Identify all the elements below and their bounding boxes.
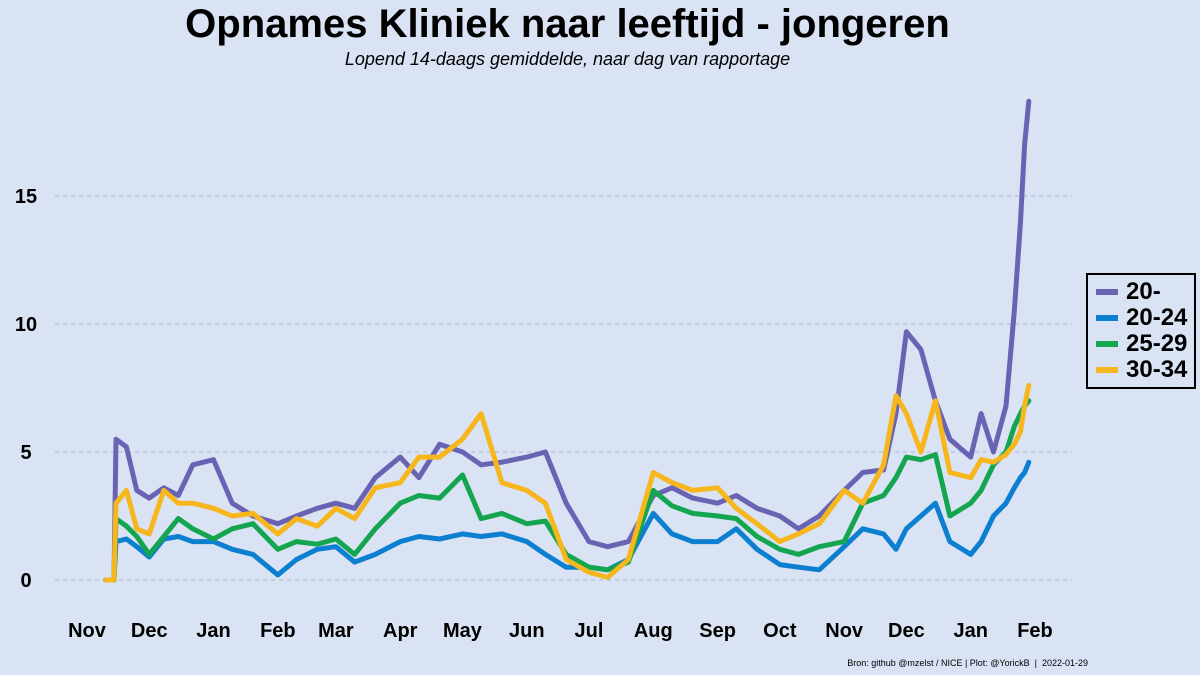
x-tick-label: Dec	[131, 620, 168, 642]
legend-item-series-4: 30-34	[1096, 357, 1188, 383]
y-tick-label: 10	[15, 314, 37, 336]
legend-swatch	[1096, 315, 1118, 321]
legend-label: 30-34	[1126, 356, 1188, 383]
series-line-3	[103, 398, 1032, 583]
x-tick-label: Feb	[260, 620, 296, 642]
legend-item-series-1: 20-	[1096, 279, 1188, 305]
x-tick-label: Jul	[575, 620, 604, 642]
y-tick-label: 5	[20, 442, 31, 464]
series-line-4	[103, 382, 1032, 583]
x-tick-label: May	[443, 620, 483, 642]
legend-swatch	[1096, 341, 1118, 347]
legend-swatch	[1096, 367, 1118, 373]
legend-label: 25-29	[1126, 330, 1188, 357]
x-tick-label: Nov	[68, 620, 107, 642]
chart-title: Opnames Kliniek naar leeftijd - jongeren	[185, 2, 950, 46]
y-tick-label: 15	[15, 186, 37, 208]
y-tick-labels: 0 5 10 15	[15, 186, 37, 592]
grid-lines	[55, 195, 1072, 581]
chart-subtitle: Lopend 14-daags gemiddelde, naar dag van…	[344, 49, 791, 69]
series-lines	[103, 98, 1032, 583]
x-tick-label: Feb	[1017, 620, 1053, 642]
x-tick-labels: Nov Dec Jan Feb Mar Apr May Jun Jul Aug Sep Oct Nov D…	[68, 620, 1053, 642]
series-line-1	[103, 98, 1032, 583]
x-tick-label: Nov	[825, 620, 864, 642]
legend-item-series-2: 20-24	[1096, 305, 1188, 331]
source-note: Bron: github @mzelst / NICE | Plot: @Yor…	[847, 658, 1088, 668]
x-tick-label: Apr	[383, 620, 418, 642]
legend-swatch	[1096, 289, 1118, 295]
y-tick-label: 0	[20, 570, 31, 592]
legend-label: 20-24	[1126, 304, 1188, 331]
legend-label: 20-	[1126, 278, 1161, 305]
x-tick-label: Jun	[509, 620, 545, 642]
legend-item-series-3: 25-29	[1096, 331, 1188, 357]
x-tick-label: Dec	[888, 620, 925, 642]
x-tick-label: Jan	[196, 620, 230, 642]
legend: 20- 20-24 25-29 30-34	[1086, 273, 1196, 389]
x-tick-label: Jan	[953, 620, 987, 642]
x-tick-label: Mar	[318, 620, 354, 642]
x-tick-label: Sep	[699, 620, 736, 642]
x-tick-label: Aug	[634, 620, 673, 642]
x-tick-label: Oct	[763, 620, 797, 642]
